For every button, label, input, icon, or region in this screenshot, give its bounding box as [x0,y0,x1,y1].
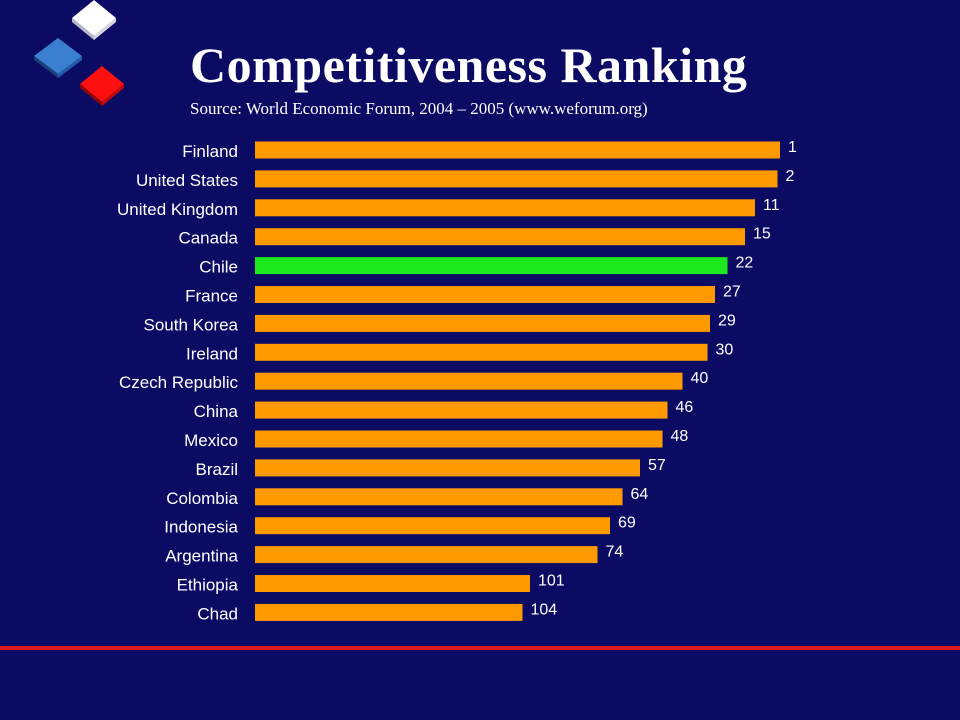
bar [255,459,640,477]
category-label: China [194,402,239,421]
bar [255,401,668,419]
bar [255,546,598,564]
bar [255,228,745,246]
value-label: 69 [618,515,636,532]
value-label: 48 [671,428,689,445]
category-label: South Korea [143,315,238,334]
bar [255,314,710,332]
blue-cube-icon [34,38,82,78]
category-label: Colombia [166,489,238,508]
bar [255,286,715,303]
category-label: France [185,287,238,306]
cube-logo [34,0,124,106]
value-label: 22 [736,255,754,272]
category-label: Ethiopia [177,576,239,595]
ranking-bar-chart: Finland 1 United States 2 United Kingdom 11 Ca… [117,139,797,623]
value-label: 27 [723,284,741,301]
bar [255,199,755,217]
highlight-bar [255,257,728,275]
value-label: 11 [763,197,780,214]
category-label: United States [136,171,238,190]
bar [255,488,623,506]
value-label: 29 [718,312,736,329]
category-label: United Kingdom [117,200,238,219]
category-label: Ireland [186,344,238,363]
page-title: Competitiveness Ranking [190,37,748,93]
value-label: 46 [676,399,694,416]
bar [255,141,780,159]
value-label: 64 [631,486,649,503]
source-subtitle: Source: World Economic Forum, 2004 – 200… [190,99,648,118]
white-cube-icon [72,0,116,40]
value-label: 30 [716,341,734,358]
category-label: Finland [182,142,238,161]
value-label: 2 [786,168,795,185]
red-cube-icon [80,66,124,106]
category-label: Chad [197,604,238,623]
bar [255,517,610,535]
bottom-divider [0,646,960,650]
category-label: Chile [199,258,238,277]
category-label: Canada [178,229,238,248]
bar [255,575,530,592]
category-label: Mexico [184,431,238,450]
value-label: 1 [788,139,797,156]
value-label: 74 [606,544,624,561]
bar [255,170,778,188]
value-label: 40 [691,370,709,387]
bar [255,430,663,448]
bar [255,372,683,390]
bar [255,603,523,621]
value-label: 104 [531,601,558,618]
value-label: 101 [538,573,565,590]
category-label: Indonesia [164,518,238,537]
value-label: 15 [753,226,771,243]
value-label: 57 [648,457,666,474]
category-label: Brazil [195,460,238,479]
category-label: Argentina [165,547,238,566]
category-label: Czech Republic [119,373,239,392]
bar [255,343,708,361]
